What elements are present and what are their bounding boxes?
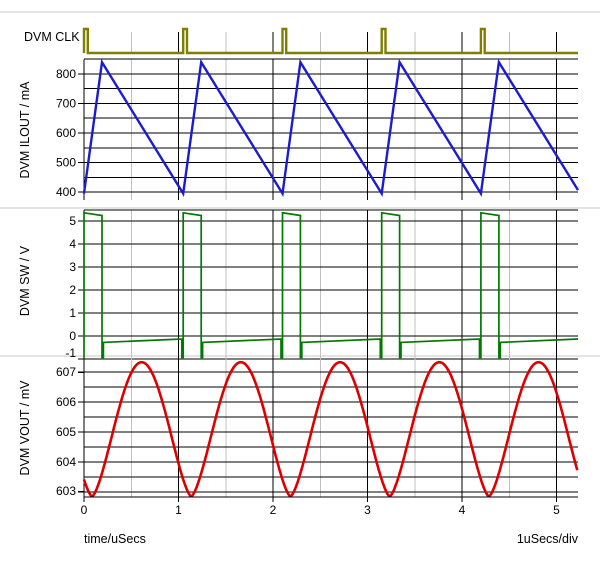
x-tick-label: 2 (270, 503, 277, 517)
y-tick-label: 604 (56, 455, 76, 469)
y-tick-label: 607 (56, 365, 76, 379)
y-tick-label: 0 (69, 329, 76, 343)
y-tick-label: 605 (56, 425, 76, 439)
trace-vout[interactable] (82, 360, 579, 498)
y-tick-label: 800 (56, 67, 76, 81)
y-tick-label: 4 (69, 237, 76, 251)
y-tick-label: 400 (56, 185, 76, 199)
x-tick-label: 3 (364, 503, 371, 517)
x-tick-label: 5 (553, 503, 560, 517)
x-tick-label: 1 (175, 503, 182, 517)
clk-trace-title: DVM CLK (24, 30, 80, 44)
y-tick-label: 3 (69, 260, 76, 274)
y-tick-label: 1 (69, 306, 76, 320)
y-tick-label: 603 (56, 484, 76, 498)
y-tick-label: 5 (69, 214, 76, 228)
trace-ilout[interactable] (82, 58, 580, 197)
x-tick-label: 4 (459, 503, 466, 517)
y-tick-label: -1 (65, 346, 76, 360)
y-tick-label: 700 (56, 96, 76, 110)
y-tick-label: 606 (56, 395, 76, 409)
vout-trace-title: DVM VOUT / mV (18, 380, 32, 476)
y-tick-label: 2 (69, 283, 76, 297)
ilout-trace-title: DVM ILOUT / mA (18, 81, 32, 179)
trace-sw[interactable] (83, 211, 579, 359)
trace-clk[interactable] (82, 27, 578, 55)
sw-trace-title: DVM SW / V (18, 245, 32, 317)
x-scale-label: 1uSecs/div (516, 532, 578, 546)
y-tick-label: 500 (56, 156, 76, 170)
y-tick-label: 600 (56, 126, 76, 140)
x-axis-label: time/uSecs (84, 532, 146, 546)
x-tick-label: 0 (81, 503, 88, 517)
